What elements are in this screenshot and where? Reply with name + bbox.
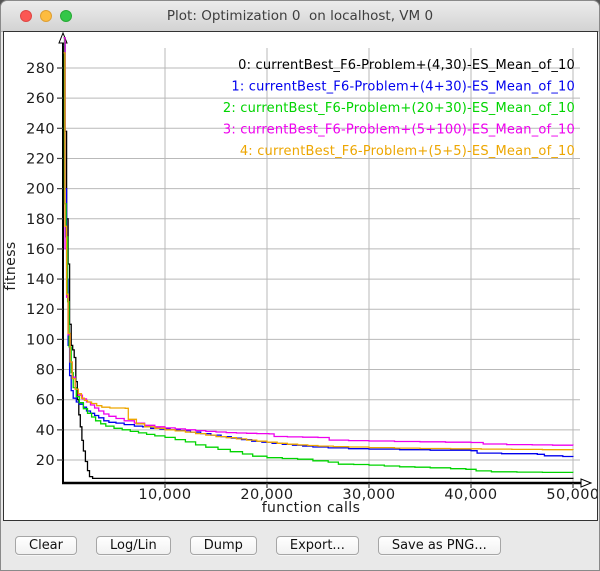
y-tick-label: 120 (26, 302, 55, 318)
x-axis-arrow-icon (580, 478, 593, 488)
zoom-button[interactable] (60, 10, 72, 22)
y-tick-label: 60 (36, 393, 55, 409)
series-line-4 (63, 52, 574, 451)
y-tick-label: 220 (26, 151, 55, 167)
y-tick-label: 160 (26, 242, 55, 258)
y-tick-label: 280 (26, 61, 55, 77)
y-tick-label: 100 (26, 332, 55, 348)
legend-entry-2: 2: currentBest_F6-Problem+(20+30)-ES_Mea… (223, 101, 575, 116)
close-button[interactable] (20, 10, 32, 22)
minimize-button[interactable] (40, 10, 52, 22)
title-bar: Plot: Optimization 0 on localhost, VM 0 (1, 1, 599, 32)
dump-button[interactable]: Dump (189, 536, 257, 555)
window-controls (20, 10, 72, 22)
y-tick-label: 40 (36, 423, 55, 439)
y-tick-label: 20 (36, 453, 55, 469)
window-title: Plot: Optimization 0 on localhost, VM 0 (166, 8, 434, 24)
button-bar: Clear Log/Lin Dump Export... Save as PNG… (1, 521, 599, 570)
clear-button[interactable]: Clear (15, 536, 77, 555)
x-tick-label: 20,000 (240, 487, 293, 503)
y-tick-label: 180 (26, 212, 55, 228)
x-tick-label: 40,000 (444, 487, 497, 503)
y-tick-label: 260 (26, 91, 55, 107)
legend-entry-0: 0: currentBest_F6-Problem+(4,30)-ES_Mean… (238, 58, 575, 73)
log-lin-button[interactable]: Log/Lin (96, 536, 171, 555)
legend-entry-3: 3: currentBest_F6-Problem+(5+100)-ES_Mea… (223, 123, 575, 138)
y-tick-label: 200 (26, 182, 55, 198)
x-tick-label: 50,000 (546, 487, 597, 503)
save-as-png-button[interactable]: Save as PNG... (377, 536, 501, 555)
series-line-3 (63, 37, 574, 446)
x-tick-label: 10,000 (138, 487, 191, 503)
y-tick-label: 80 (36, 363, 55, 379)
y-tick-label: 240 (26, 121, 55, 137)
legend-entry-1: 1: currentBest_F6-Problem+(4+30)-ES_Mean… (231, 80, 575, 95)
y-tick-label: 140 (26, 272, 55, 288)
export-button[interactable]: Export... (275, 536, 359, 555)
series-line-2 (63, 37, 574, 474)
y-axis-arrow-icon (58, 32, 68, 44)
x-axis-label: function calls (262, 500, 361, 516)
legend-entry-4: 4: currentBest_F6-Problem+(5+5)-ES_Mean_… (240, 144, 575, 159)
plot-canvas: 20 40 60 80 100 120 140 160 180 200 220 240 260 280 10… (4, 32, 597, 516)
plot-panel: 20 40 60 80 100 120 140 160 180 200 220 240 260 280 10… (3, 31, 598, 521)
x-tick-label: 30,000 (342, 487, 395, 503)
y-axis-label: fitness (4, 241, 19, 290)
